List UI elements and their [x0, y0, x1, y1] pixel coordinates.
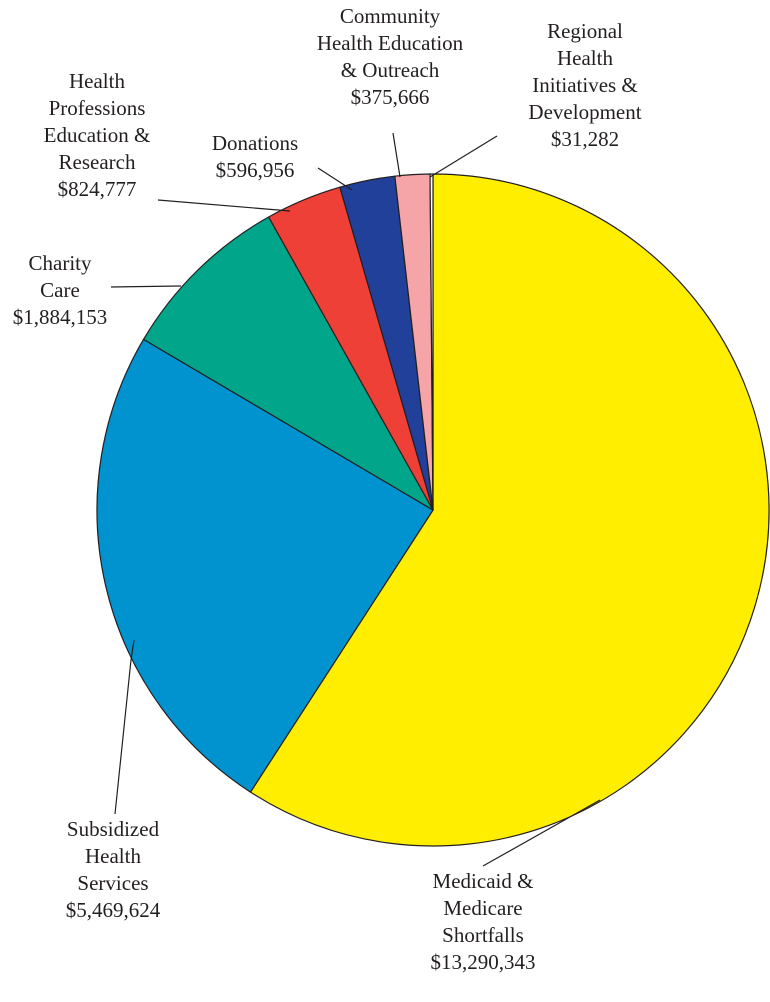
slice-name-line: Services	[77, 871, 148, 895]
pie-slices	[96, 173, 770, 847]
slice-value-label: $5,469,624	[66, 898, 161, 922]
pie-slice	[142, 216, 434, 511]
slice-name-line: Research	[59, 150, 136, 174]
slice-name-line: Health	[557, 46, 613, 70]
leader-line	[317, 167, 353, 191]
slice-value-label: $13,290,343	[431, 950, 536, 974]
slice-value-label: $375,666	[351, 85, 430, 109]
leader-line	[110, 285, 182, 288]
slice-name-line: Subsidized	[67, 817, 160, 841]
slice-label: Health Professions Education & Research $824…	[44, 69, 151, 201]
slice-labels: Medicaid & Medicare Shortfalls $13,290,343 S…	[13, 4, 642, 974]
leader-line	[482, 799, 601, 867]
pie-slice	[429, 173, 434, 511]
slice-name-line: Regional	[547, 19, 623, 43]
leader-line	[429, 135, 498, 178]
slice-name-line: Medicare	[443, 896, 522, 920]
slice-name-line: Health	[85, 844, 141, 868]
slice-name-line: Development	[528, 100, 641, 124]
slice-name-line: Charity	[29, 251, 92, 275]
leader-line	[157, 199, 291, 212]
slice-name-line: Medicaid &	[433, 869, 534, 893]
slice-name-line: Care	[40, 278, 80, 302]
leader-lines	[110, 132, 601, 867]
slice-label: Regional Health Initiatives & Development $3…	[528, 19, 641, 151]
slice-name-line: & Outreach	[341, 58, 440, 82]
slice-name-line: Initiatives &	[532, 73, 638, 97]
slice-label: Charity Care $1,884,153	[13, 251, 108, 329]
slice-value-label: $596,956	[216, 158, 295, 182]
slice-label: Community Health Education & Outreach $375,…	[317, 4, 464, 109]
slice-name-line: Professions	[49, 96, 146, 120]
slice-name-line: Health Education	[317, 31, 464, 55]
pie-slice	[249, 173, 770, 847]
leader-line	[114, 639, 135, 815]
slice-name-line: Shortfalls	[442, 923, 524, 947]
slice-name-line: Education &	[44, 123, 151, 147]
slice-name-line: Community	[340, 4, 441, 28]
pie-slice	[96, 338, 434, 793]
slice-name-line: Health	[69, 69, 125, 93]
slice-label: Subsidized Health Services $5,469,624	[66, 817, 161, 922]
slice-value-label: $1,884,153	[13, 305, 108, 329]
slice-value-label: $31,282	[551, 127, 619, 151]
leader-line	[392, 132, 401, 178]
slice-label: Medicaid & Medicare Shortfalls $13,290,343	[431, 869, 536, 974]
slice-value-label: $824,777	[58, 177, 137, 201]
slice-label: Donations $596,956	[212, 131, 298, 182]
slice-name-line: Donations	[212, 131, 298, 155]
